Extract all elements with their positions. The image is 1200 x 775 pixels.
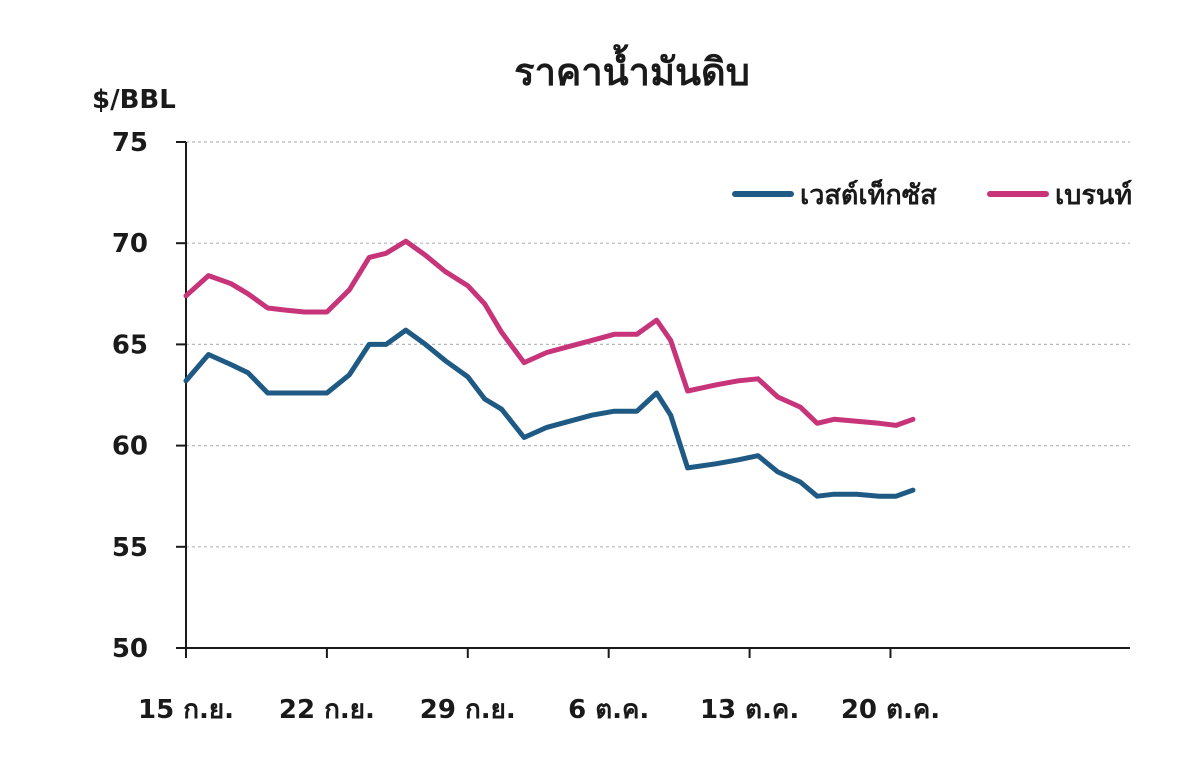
y-tick-label: 55 bbox=[112, 533, 148, 563]
x-axis-ticks: 15 ก.ย. 22 ก.ย. 29 ก.ย. 6 ต.ค. 13 ต.ค. 20 ต.ค… bbox=[138, 648, 940, 725]
y-tick-label: 70 bbox=[112, 229, 148, 259]
x-tick-label: 29 ก.ย. bbox=[420, 695, 516, 725]
y-tick-label: 50 bbox=[112, 634, 148, 664]
series-lines bbox=[183, 238, 916, 499]
legend-label-1: เบรนท์ bbox=[1055, 179, 1132, 211]
y-tick-label: 75 bbox=[112, 128, 148, 158]
y-tick-label: 65 bbox=[112, 330, 148, 360]
axes bbox=[185, 142, 1130, 649]
y-tick-label: 60 bbox=[112, 432, 148, 462]
x-tick-label: 6 ต.ค. bbox=[568, 695, 649, 725]
gridlines bbox=[186, 141, 1130, 548]
chart-title: ราคาน้ำมันดิบ bbox=[514, 44, 750, 94]
series-line-0 bbox=[183, 327, 916, 499]
y-axis-unit-label: $/BBL bbox=[92, 85, 176, 115]
x-tick-label: 13 ต.ค. bbox=[700, 695, 799, 725]
legend-label-0: เวสต์เท็กซัส bbox=[800, 177, 937, 211]
series-line-1 bbox=[183, 238, 916, 428]
x-tick-label: 22 ก.ย. bbox=[279, 695, 375, 725]
legend: เวสต์เท็กซัส เบรนท์ bbox=[732, 177, 1132, 211]
x-tick-label: 15 ก.ย. bbox=[138, 695, 234, 725]
x-tick-label: 20 ต.ค. bbox=[841, 695, 940, 725]
y-axis-ticks: 50 55 60 65 70 75 bbox=[112, 128, 186, 664]
